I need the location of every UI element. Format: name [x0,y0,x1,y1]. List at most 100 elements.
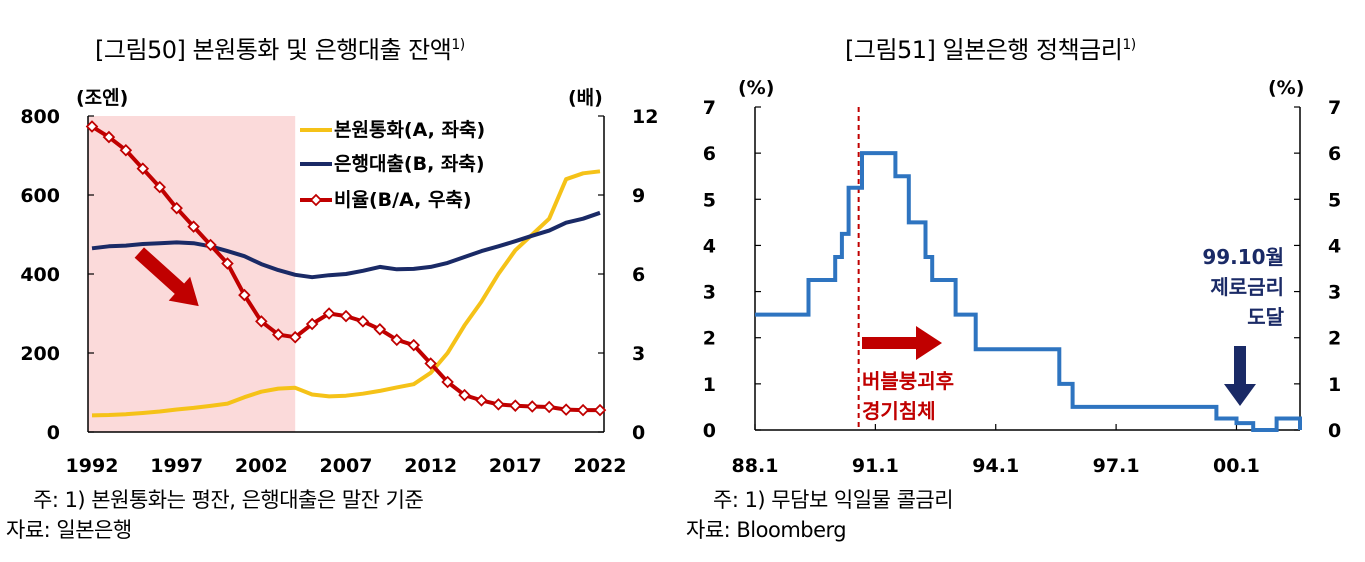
x-tick-label: 2022 [574,455,627,477]
y-tick-label-right: 9 [632,185,645,207]
ratio-point [119,143,133,157]
y-axis-unit-right: (%) [1268,77,1304,99]
ratio-point [542,400,556,414]
legend-marker [309,193,323,207]
ratio-point [322,307,336,320]
x-tick-label: 94.1 [972,455,1019,477]
x-tick-label: 2002 [235,455,288,477]
chart-title: [그림50] 본원통화 및 은행대출 잔액1) [95,30,465,65]
ratio-point [390,333,404,347]
ratio-point [187,220,200,233]
shaded-period [88,116,296,432]
y-tick-label-left: 5 [703,189,716,211]
ratio-point [339,309,353,323]
y-tick-label-right: 12 [632,106,658,128]
y-tick-label-right: 2 [1328,328,1341,350]
x-tick-label: 1997 [150,455,203,477]
trend-arrow-shape [134,247,199,307]
zero-rate-annotation: 99.10월 [1202,245,1284,269]
ratio-point [559,403,573,416]
zero-rate-annotation: 도달 [1247,305,1284,329]
title-footnote-mark: 1) [1122,37,1136,53]
title-footnote-mark: 1) [451,37,465,53]
y-tick-label-left: 3 [703,282,716,304]
y-axis-unit-right: (배) [568,87,603,109]
chart-footnote: 주: 1) 무담보 익일물 콜금리 [713,488,954,512]
y-tick-label-left: 800 [20,106,60,128]
chart-title-text: [그림51] 일본은행 정책금리 [845,36,1123,64]
legend-label: 비율(B/A, 우축) [334,189,472,211]
chart-title: [그림51] 일본은행 정책금리1) [845,30,1136,65]
recession-annotation: 버블붕괴후 [862,369,954,393]
ratio-point [85,120,99,133]
y-axis-unit-left: (%) [738,77,774,99]
x-tick-label: 91.1 [852,455,899,477]
series-line-1 [91,169,601,418]
policy-rate-line [755,151,1302,432]
ratio-point [170,201,183,215]
series-line-2 [91,210,601,280]
y-tick-label-right: 7 [1328,97,1341,119]
chart-panel-policy-rate: [그림51] 일본은행 정책금리1) 0 0 1 1 2 2 3 3 4 4 5 5 6 6 7 7 (%) (%… [680,0,1365,562]
x-tick-label: 2007 [320,455,373,477]
x-tick-label: 1992 [66,455,119,477]
x-tick-label: 88.1 [732,455,779,477]
y-tick-label-left: 0 [47,422,60,444]
y-tick-label-left: 0 [703,420,716,442]
ratio-point [136,162,150,175]
x-tick-label: 00.1 [1213,455,1260,477]
y-tick-label-left: 1 [703,374,716,396]
y-tick-label-left: 400 [20,264,60,286]
line-chart-policy-rate: 0 0 1 1 2 2 3 3 4 4 5 5 6 6 7 7 (%) (%) 88.1 91.1 94.1 97.1 00… [703,77,1341,477]
ratio-point [271,328,285,341]
chart-panel-base-money: [그림50] 본원통화 및 은행대출 잔액1) 0 200 400 600 800 0 3 6… [0,0,660,562]
ratio-point [102,130,116,144]
ratio-point [593,403,607,417]
ratio-point [356,315,370,328]
chart-title-text: [그림50] 본원통화 및 은행대출 잔액 [95,36,452,64]
y-tick-label-right: 6 [632,264,645,286]
ratio-point [255,315,268,328]
y-tick-label-right: 3 [1328,282,1341,304]
y-tick-label-right: 1 [1328,374,1341,396]
chart-footnote: 주: 1) 본원통화는 평잔, 은행대출은 말잔 기준 [33,488,424,512]
ratio-point [153,180,167,194]
y-tick-label-right: 0 [632,422,645,444]
chart-source: 자료: 일본은행 [6,518,132,542]
x-tick-label: 2012 [404,455,457,477]
zero-rate-annotation: 제로금리 [1210,275,1284,299]
ratio-point [525,400,539,413]
ratio-point [458,388,471,402]
ratio-point [221,257,234,270]
y-tick-label-left: 200 [20,343,60,365]
zero-rate-arrow [1224,346,1256,406]
x-tick-label: 97.1 [1093,455,1140,477]
legend-label: 본원통화(A, 좌축) [334,119,485,141]
y-tick-label-right: 5 [1328,189,1341,211]
line-chart-base-money: 0 200 400 600 800 0 3 6 9 12 (조엔) (배) 1992 1997 2002 20… [20,87,658,477]
y-tick-label-right: 4 [1328,235,1341,257]
ratio-point [288,330,302,344]
trend-arrow [134,247,199,307]
recession-arrow [862,326,942,360]
ratio-point [407,338,421,352]
y-tick-label-right: 0 [1328,420,1341,442]
y-tick-label-right: 6 [1328,143,1341,165]
y-tick-label-left: 600 [20,185,60,207]
y-tick-label-right: 3 [632,343,645,365]
chart-source: 자료: Bloomberg [686,518,847,542]
x-tick-label: 2017 [489,455,542,477]
ratio-point [305,317,319,331]
ratio-point [475,394,488,407]
ratio-point [492,398,505,411]
ratio-point [509,399,522,412]
ratio-point [238,288,251,302]
ratio-point [373,323,387,336]
y-tick-label-left: 7 [703,97,716,119]
ratio-point [424,357,437,370]
legend-label: 은행대출(B, 좌축) [334,153,485,175]
y-tick-label-left: 4 [703,235,716,257]
y-tick-label-left: 6 [703,143,716,165]
ratio-point [576,403,590,417]
ratio-point [204,238,217,252]
